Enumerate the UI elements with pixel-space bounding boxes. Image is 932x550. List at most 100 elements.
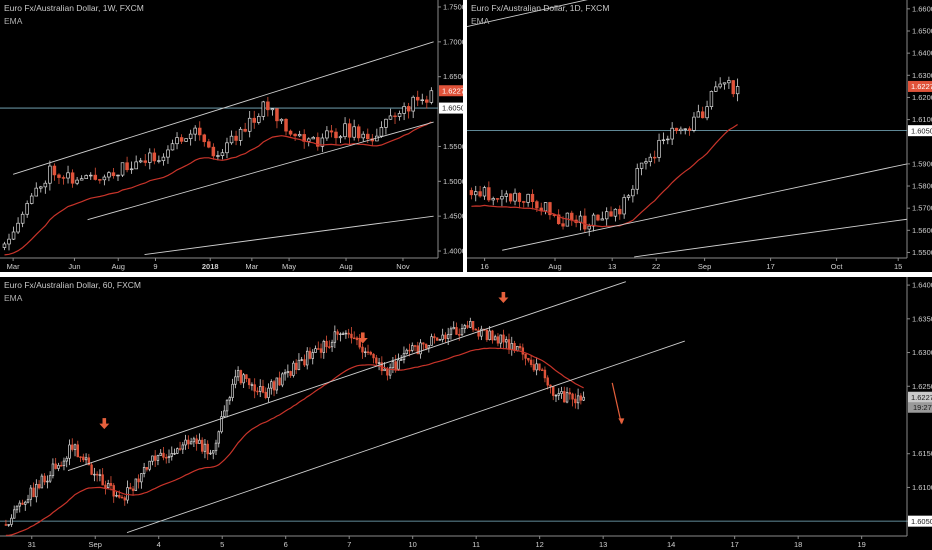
- candle-body: [648, 156, 653, 162]
- candle-body: [300, 359, 303, 361]
- candle-body: [234, 376, 237, 385]
- candle-body: [474, 328, 478, 331]
- candle-body: [239, 370, 243, 384]
- ema-line: [5, 347, 584, 536]
- candle-body: [51, 463, 55, 477]
- x-tick-label: 15: [894, 262, 902, 271]
- daily-chart-title: Euro Fx/Australian Dollar, 1D, FXCM: [471, 3, 610, 13]
- candle-body: [657, 139, 661, 158]
- last-price-label: 1.62272: [911, 393, 932, 402]
- candle-body: [463, 325, 466, 330]
- candle-body: [159, 452, 162, 456]
- candle-body: [143, 160, 148, 163]
- candle-body: [212, 450, 215, 454]
- last-price-badge: [439, 85, 463, 97]
- candle-body: [591, 214, 596, 227]
- candle-body: [433, 336, 436, 339]
- candle-body: [87, 457, 91, 466]
- candle-body: [162, 452, 165, 458]
- candle-body: [26, 498, 30, 503]
- candle-body: [286, 371, 290, 373]
- candle-body: [735, 86, 740, 95]
- candle-body: [474, 191, 478, 196]
- candle-body: [513, 192, 517, 202]
- y-tick-label: 1.62500: [912, 382, 932, 391]
- candle-body: [48, 165, 52, 184]
- candle-body: [469, 190, 474, 196]
- candle-body: [424, 343, 428, 349]
- candle-body: [388, 367, 392, 376]
- candle-body: [714, 86, 718, 92]
- y-tick-label: 1.57000: [912, 204, 932, 213]
- candle-body: [270, 381, 273, 389]
- candle-body: [427, 345, 431, 349]
- candle-body: [548, 202, 552, 216]
- candle-body: [142, 467, 146, 474]
- candle-body: [727, 80, 731, 84]
- candle-body: [333, 331, 337, 343]
- candle-body: [350, 333, 353, 339]
- candle-body: [618, 208, 622, 215]
- y-tick-label: 1.58000: [912, 182, 932, 191]
- candles: [2, 87, 434, 251]
- x-tick-label: 2018: [202, 262, 219, 271]
- candle-body: [543, 369, 547, 379]
- candle-body: [361, 133, 365, 139]
- projection-arrow-line: [611, 382, 622, 424]
- candle-body: [15, 505, 19, 511]
- candle-body: [532, 364, 536, 371]
- weekly-chart[interactable]: 1.75000 1.70000 1.65000 1.55000 1.50000 1.450…: [0, 0, 463, 272]
- weekly-chart-pane[interactable]: 1.75000 1.70000 1.65000 1.55000 1.50000 1.450…: [0, 0, 463, 272]
- candle-body: [446, 334, 450, 339]
- candle-body: [214, 442, 218, 452]
- candle-body: [505, 339, 508, 343]
- candle-body: [306, 350, 309, 366]
- candle-body: [314, 348, 317, 353]
- candle-body: [328, 346, 331, 348]
- candle-body: [543, 202, 548, 212]
- candles: [4, 317, 585, 527]
- candle-body: [687, 128, 692, 131]
- hourly-chart-pane[interactable]: 1.64000 1.63500 1.63000 1.62500 1.61500 1.610…: [0, 277, 932, 550]
- candle-body: [441, 334, 444, 340]
- down-arrow-shaft: [361, 332, 365, 339]
- candle-body: [43, 182, 48, 188]
- candle-body: [24, 501, 27, 505]
- hourly-chart[interactable]: 1.64000 1.63500 1.63000 1.62500 1.61500 1.610…: [0, 277, 932, 550]
- candle-body: [236, 370, 240, 378]
- weekly-ema-label: EMA: [4, 16, 23, 26]
- candle-body: [507, 339, 511, 350]
- candle-body: [444, 334, 447, 339]
- candle-body: [320, 137, 325, 147]
- candle-body: [107, 172, 111, 178]
- candle-body: [161, 156, 166, 162]
- last-price-badge: [908, 80, 932, 92]
- candle-body: [192, 438, 196, 443]
- candle-body: [151, 455, 154, 462]
- x-tick-label: 11: [472, 540, 480, 549]
- candle-body: [639, 162, 644, 169]
- candle-body: [504, 193, 509, 197]
- candle-body: [535, 363, 538, 371]
- candle-body: [692, 116, 696, 131]
- candle-body: [338, 136, 343, 139]
- candle-body: [622, 197, 626, 215]
- candle-body: [356, 126, 361, 139]
- candle-body: [482, 187, 487, 197]
- candle-body: [731, 80, 735, 95]
- candle-body: [118, 494, 121, 498]
- candle-body: [137, 478, 140, 483]
- candle-body: [493, 336, 497, 341]
- daily-chart-pane[interactable]: 1.66000 1.65000 1.64000 1.63000 1.62000 1.610…: [467, 0, 932, 272]
- candle-body: [524, 353, 527, 359]
- candle-body: [527, 357, 530, 361]
- candle-body: [54, 463, 57, 469]
- hourly-chart-title: Euro Fx/Australian Dollar, 60, FXCM: [4, 280, 141, 290]
- last-price-label: 1.62272: [442, 86, 463, 95]
- candle-body: [223, 410, 226, 417]
- daily-chart[interactable]: 1.66000 1.65000 1.64000 1.63000 1.62000 1.610…: [467, 0, 932, 272]
- daily-ema-label: EMA: [471, 16, 490, 26]
- candle-body: [66, 172, 70, 179]
- candle-body: [420, 99, 425, 101]
- y-tick-label: 1.64000: [912, 49, 932, 58]
